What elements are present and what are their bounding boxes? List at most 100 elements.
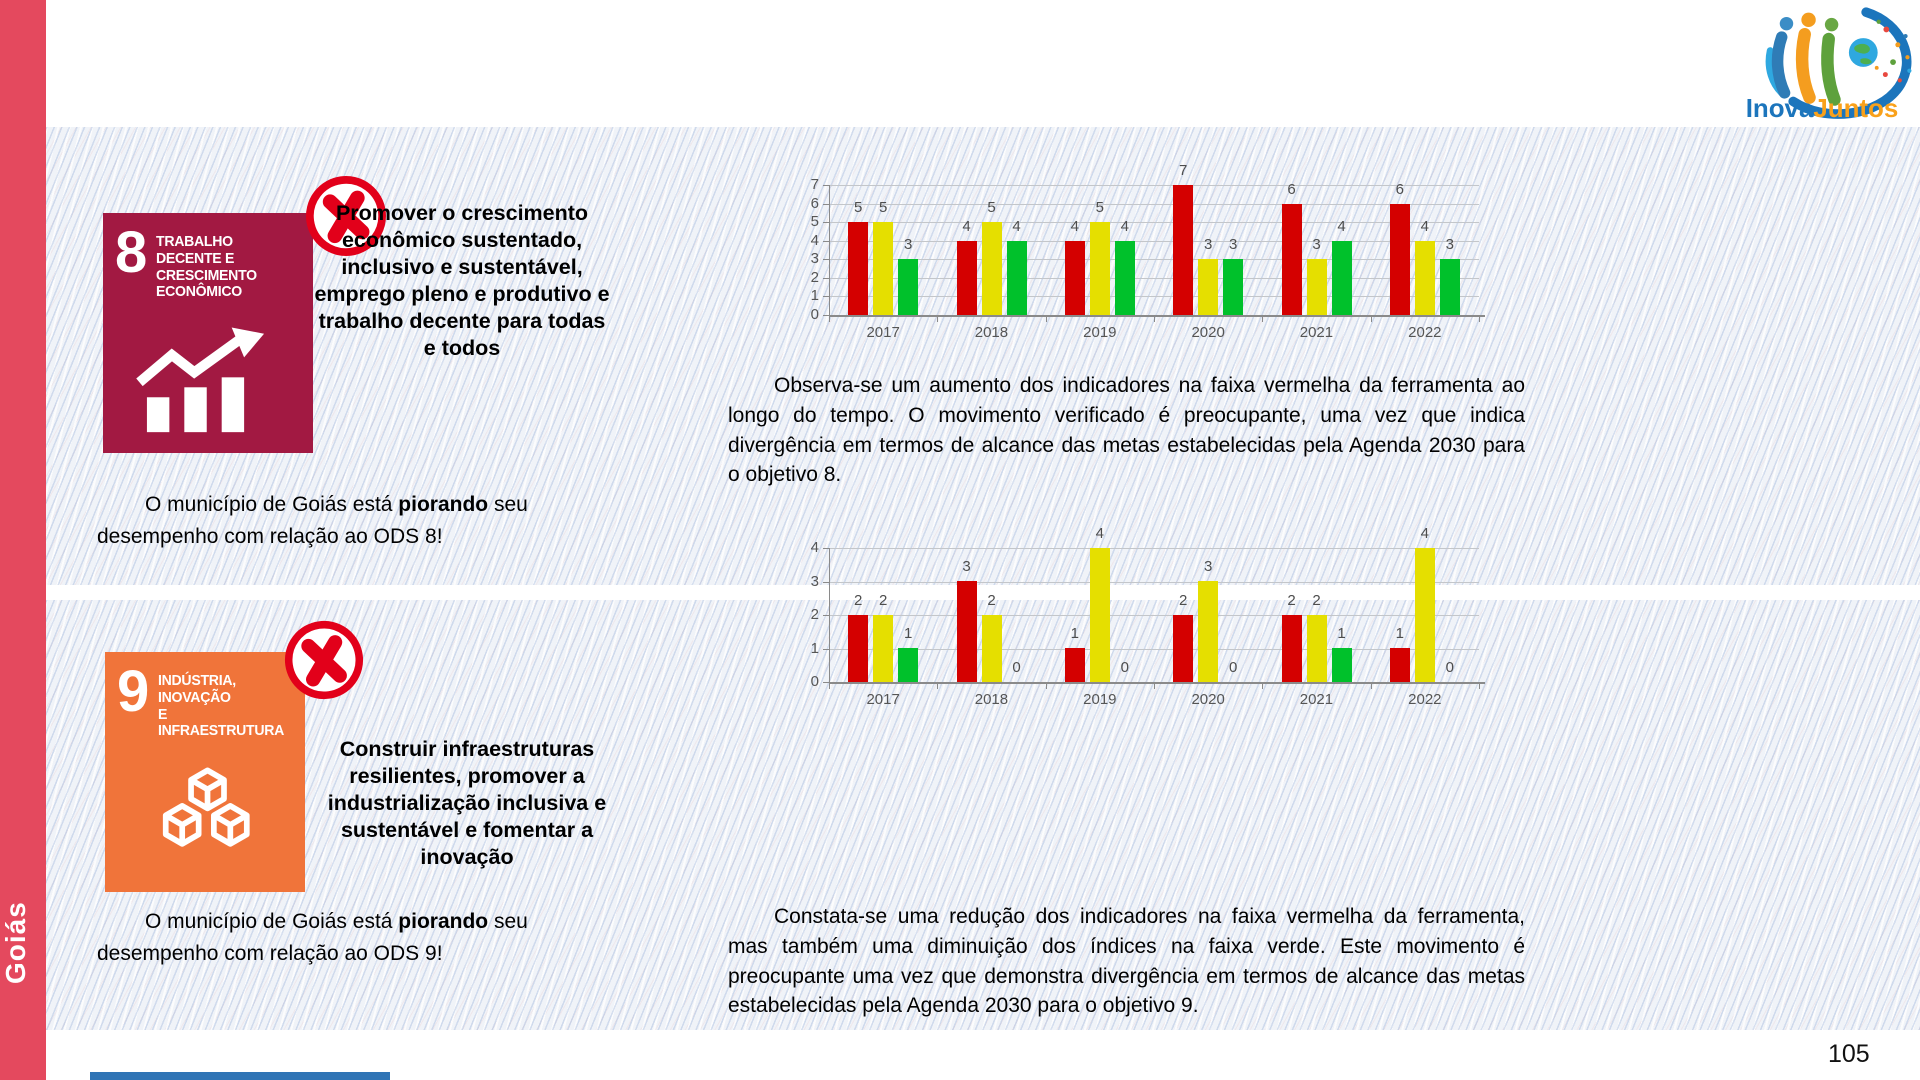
bar-value-label: 6: [1287, 181, 1296, 198]
x-axis-label: 2019: [1083, 324, 1117, 341]
bar-value-label: 5: [879, 199, 888, 216]
y-axis-label: 4: [810, 539, 819, 556]
x-axis-tick: [1154, 682, 1155, 689]
x-axis-tick: [1370, 315, 1372, 322]
bar: [956, 581, 977, 682]
x-axis-tick: [937, 682, 939, 689]
x-axis-tick: [1262, 315, 1264, 322]
x-axis-tick: [1262, 682, 1264, 689]
y-axis-label: 3: [810, 250, 819, 268]
x-axis-line: [829, 315, 1485, 317]
x-axis-line: [829, 682, 1485, 684]
sdg8-card-header: 8 TRABALHO DECENTE E CRESCIMENTO ECONÔMI…: [103, 213, 313, 301]
y-axis-label: 6: [810, 194, 819, 212]
ods9-indicator-chart: 0 1 2 3 4 2017 2 2 1 2018 3 2 0 2019 1 4 0 2020 2 3 0 2021 2 2 1…: [795, 525, 1505, 723]
bar: [1306, 259, 1327, 315]
chart-gridline: [829, 185, 1479, 186]
x-axis-label: 2021: [1299, 324, 1334, 341]
sdg9-card: 9 INDÚSTRIA, INOVAÇÃO E INFRAESTRUTURA: [105, 652, 305, 892]
bar-value-label: 7: [1179, 162, 1188, 179]
x-axis-label: 2018: [974, 324, 1009, 341]
bar: [1414, 241, 1435, 315]
bar: [1414, 548, 1435, 682]
y-axis-label: 5: [810, 213, 819, 231]
x-mark-badge-ods8: [306, 176, 386, 256]
bar: [1331, 241, 1352, 315]
bar-value-label: 1: [904, 625, 913, 642]
logo-text-inova: Inova: [1746, 95, 1814, 123]
x-axis-tick: [937, 315, 939, 322]
ods8-performance-statement: O município de Goiás está piorando seu d…: [97, 489, 649, 552]
x-axis-label: 2020: [1191, 691, 1225, 708]
bar-value-label: 4: [1420, 525, 1429, 542]
ods9-statement-bold: piorando: [398, 910, 489, 933]
bar-value-label: 0: [1229, 659, 1238, 676]
ods9-analysis-paragraph: Constata-se uma redução dos indicadores …: [728, 905, 1525, 1018]
y-axis-tick: [823, 648, 829, 650]
ods9-statement-suffix: seu desempenho com relação ao ODS 9!: [97, 910, 528, 965]
logo-wordmark: InovaJuntos: [1746, 95, 1899, 123]
y-axis-tick: [823, 259, 829, 261]
bar: [1173, 615, 1194, 682]
y-axis-tick: [823, 222, 829, 224]
bar-value-label: 4: [1070, 218, 1079, 235]
sdg8-goal-number: 8: [115, 220, 148, 285]
chart-gridline: [829, 615, 1479, 616]
bar: [848, 222, 869, 315]
bar-value-label: 2: [854, 592, 863, 609]
bar: [873, 615, 894, 682]
bar-value-label: 3: [1204, 558, 1213, 575]
chart-gridline: [829, 222, 1479, 224]
logo-globe: [1848, 38, 1878, 67]
x-axis-tick: [1479, 682, 1480, 689]
sdg9-goal-title: INDÚSTRIA, INOVAÇÃO E INFRAESTRUTURA: [158, 672, 285, 740]
bar: [1198, 581, 1219, 682]
bar: [1223, 259, 1244, 315]
x-axis-tick: [829, 682, 830, 689]
bar: [981, 222, 1002, 315]
growth-chart-icon: [136, 327, 265, 433]
bar-value-label: 0: [1012, 659, 1021, 676]
y-axis-label: 0: [810, 673, 819, 690]
ods8-statement-suffix: seu desempenho com relação ao ODS 8!: [97, 493, 528, 548]
bar-value-label: 2: [879, 592, 888, 609]
bar-value-label: 5: [1095, 199, 1104, 216]
bar-value-label: 3: [1312, 236, 1321, 253]
x-axis-label: 2019: [1083, 691, 1117, 708]
bar-value-label: 0: [1445, 659, 1454, 676]
y-axis-tick: [823, 615, 829, 616]
bar-value-label: 3: [962, 558, 971, 575]
ods8-objective-text: Promover o crescimento econômico sustent…: [314, 201, 610, 361]
y-axis-label: 3: [810, 572, 819, 590]
bar-value-label: 2: [1179, 592, 1188, 609]
ods9-performance-statement: O município de Goiás está piorando seu d…: [97, 906, 649, 969]
region-label: Goiás: [0, 901, 31, 985]
x-axis-tick: [1370, 682, 1372, 689]
y-axis-label: 2: [810, 606, 819, 623]
y-axis-label: 4: [810, 231, 819, 249]
footer-accent-bar: [90, 1072, 390, 1080]
x-axis-tick: [1045, 682, 1047, 689]
bar: [956, 241, 977, 315]
bar: [1306, 615, 1327, 682]
bar: [1064, 241, 1085, 315]
x-axis-tick: [1154, 315, 1155, 322]
bar-value-label: 1: [1395, 625, 1404, 642]
bar-value-label: 2: [987, 592, 996, 609]
bar-value-label: 3: [1204, 236, 1213, 253]
y-axis-tick: [823, 185, 829, 186]
y-axis-label: 0: [810, 306, 819, 323]
sdg8-goal-title: TRABALHO DECENTE E CRESCIMENTO ECONÔMICO: [156, 233, 258, 301]
y-axis-tick: [823, 682, 829, 683]
y-axis-line: [829, 185, 830, 315]
y-axis-tick: [823, 240, 829, 242]
bar-value-label: 3: [904, 236, 913, 253]
bar: [1089, 222, 1110, 315]
x-axis-label: 2021: [1299, 691, 1334, 708]
bar-value-label: 3: [1229, 236, 1238, 253]
chart-gridline: [829, 240, 1479, 242]
x-mark-badge-ods9: [284, 620, 364, 700]
x-axis-tick: [1479, 315, 1480, 322]
y-axis-tick: [823, 277, 829, 279]
